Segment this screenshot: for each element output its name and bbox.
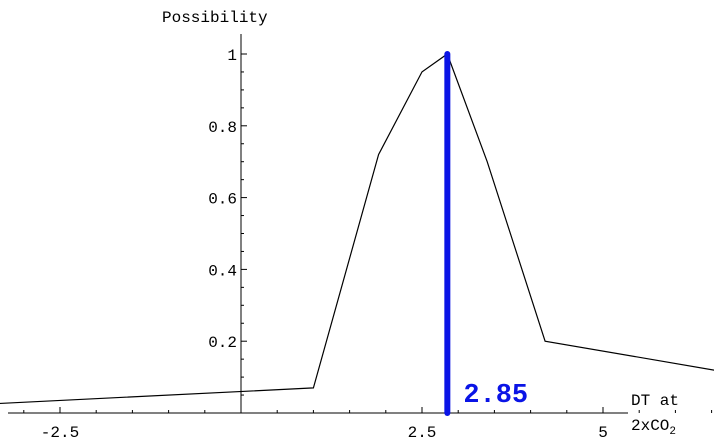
marker-group: 2.85: [444, 51, 528, 416]
x-tick-label: 5: [598, 424, 608, 438]
x-axis-title-line2: 2xCO2: [631, 417, 676, 438]
x-tick-label: -2.5: [41, 424, 79, 438]
x-axis-title-line1: DT at: [631, 392, 679, 410]
y-tick-label: 0.4: [208, 262, 237, 280]
series-group: [0, 53, 714, 405]
y-axis-title: Possibility: [162, 9, 268, 27]
y-tick-label: 0.2: [208, 334, 237, 352]
x-axis-title-main: 2xCO: [631, 417, 669, 435]
possibility-curve: [0, 53, 714, 405]
x-tick-label: 2.5: [408, 424, 437, 438]
y-tick-label: 1: [227, 47, 237, 65]
x-axis-title-subscript: 2: [669, 426, 676, 438]
peak-marker-label: 2.85: [463, 381, 528, 411]
axes: [8, 34, 628, 414]
y-tick-label: 0.6: [208, 191, 237, 209]
ticks: -5-2.52.557.5100.20.40.60.81: [23, 47, 713, 438]
y-tick-label: 0.8: [208, 119, 237, 137]
